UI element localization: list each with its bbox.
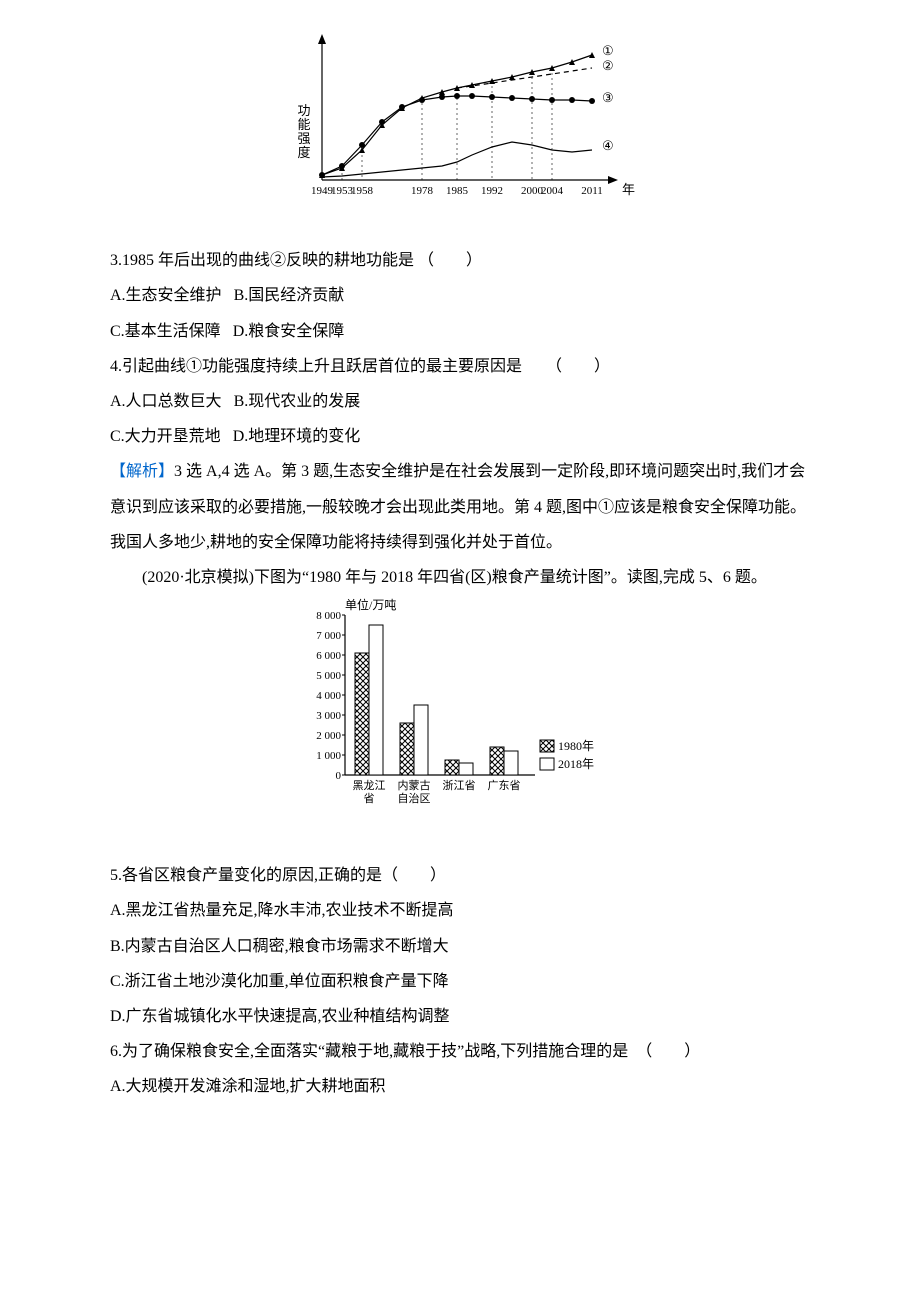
q3-optB: B.国民经济贡献 [234, 287, 345, 304]
svg-text:年: 年 [622, 182, 635, 197]
q5-optB: B.内蒙古自治区人口稠密,粮食市场需求不断增大 [110, 929, 810, 964]
q5-optA: A.黑龙江省热量充足,降水丰沛,农业技术不断提高 [110, 893, 810, 928]
q6-stem: 6.为了确保粮食安全,全面落实“藏粮于地,藏粮于技”战略,下列措施合理的是 （ … [110, 1034, 810, 1069]
svg-text:浙江省: 浙江省 [443, 779, 476, 792]
svg-text:8 000: 8 000 [316, 610, 341, 622]
analysis-body: 3 选 A,4 选 A。第 3 题,生态安全维护是在社会发展到一定阶段,即环境问… [110, 463, 806, 550]
q4-row2: C.大力开垦荒地 D.地理环境的变化 [110, 419, 810, 454]
q3-optC: C.基本生活保障 [110, 323, 221, 340]
svg-text:黑龙江: 黑龙江 [353, 779, 386, 792]
functional-intensity-chart: 功能强度 1949 1953 1958 1978 1985 1992 2000 … [110, 20, 810, 233]
svg-text:1978: 1978 [411, 185, 434, 197]
q4-row1: A.人口总数巨大 B.现代农业的发展 [110, 384, 810, 419]
svg-text:5 000: 5 000 [316, 670, 341, 682]
svg-text:1980年: 1980年 [558, 739, 594, 753]
svg-text:内蒙古: 内蒙古 [398, 778, 431, 792]
svg-text:7 000: 7 000 [316, 630, 341, 642]
analysis-prefix: 【解析】 [110, 463, 174, 480]
svg-text:②: ② [602, 58, 614, 73]
q4-optA: A.人口总数巨大 [110, 393, 222, 410]
svg-text:③: ③ [602, 90, 614, 105]
q3-row1: A.生态安全维护 B.国民经济贡献 [110, 278, 810, 313]
svg-text:2011: 2011 [581, 185, 603, 197]
q5-stem: 5.各省区粮食产量变化的原因,正确的是（ ） [110, 858, 810, 893]
svg-text:①: ① [602, 43, 614, 58]
svg-text:0: 0 [336, 770, 342, 782]
svg-text:2004: 2004 [541, 185, 564, 197]
q4-optC: C.大力开垦荒地 [110, 428, 221, 445]
bar-y-label: 单位/万吨 [345, 597, 396, 612]
svg-text:自治区: 自治区 [398, 791, 431, 805]
q3-optA: A.生态安全维护 [110, 287, 222, 304]
svg-text:4 000: 4 000 [316, 690, 341, 702]
svg-text:6 000: 6 000 [316, 650, 341, 662]
q3-optD: D.粮食安全保障 [233, 323, 345, 340]
y-axis-label: 功能强度 [297, 103, 310, 160]
q6-optA: A.大规模开发滩涂和湿地,扩大耕地面积 [110, 1069, 810, 1104]
svg-text:省: 省 [364, 792, 375, 805]
svg-text:2018年: 2018年 [558, 757, 594, 771]
svg-text:④: ④ [602, 138, 614, 153]
q5-optD: D.广东省城镇化水平快速提高,农业种植结构调整 [110, 999, 810, 1034]
q4-optD: D.地理环境的变化 [233, 428, 361, 445]
svg-text:3 000: 3 000 [316, 710, 341, 722]
svg-text:1992: 1992 [481, 185, 503, 197]
q4-stem: 4.引起曲线①功能强度持续上升且跃居首位的最主要原因是 （ ） [110, 349, 810, 384]
q3-row2: C.基本生活保障 D.粮食安全保障 [110, 314, 810, 349]
grain-output-bar-chart: 单位/万吨 0 1 000 2 000 3 000 4 000 5 000 6 … [110, 595, 810, 848]
svg-text:1 000: 1 000 [316, 750, 341, 762]
q5-optC: C.浙江省土地沙漠化加重,单位面积粮食产量下降 [110, 964, 810, 999]
svg-text:2 000: 2 000 [316, 730, 341, 742]
svg-text:广东省: 广东省 [488, 779, 521, 792]
q4-optB: B.现代农业的发展 [234, 393, 361, 410]
analysis-34: 【解析】3 选 A,4 选 A。第 3 题,生态安全维护是在社会发展到一定阶段,… [110, 454, 810, 560]
svg-text:1985: 1985 [446, 185, 469, 197]
svg-text:1958: 1958 [351, 185, 374, 197]
intro-56: (2020·北京模拟)下图为“1980 年与 2018 年四省(区)粮食产量统计… [110, 560, 810, 595]
q3-stem: 3.1985 年后出现的曲线②反映的耕地功能是 （ ） [110, 243, 810, 278]
